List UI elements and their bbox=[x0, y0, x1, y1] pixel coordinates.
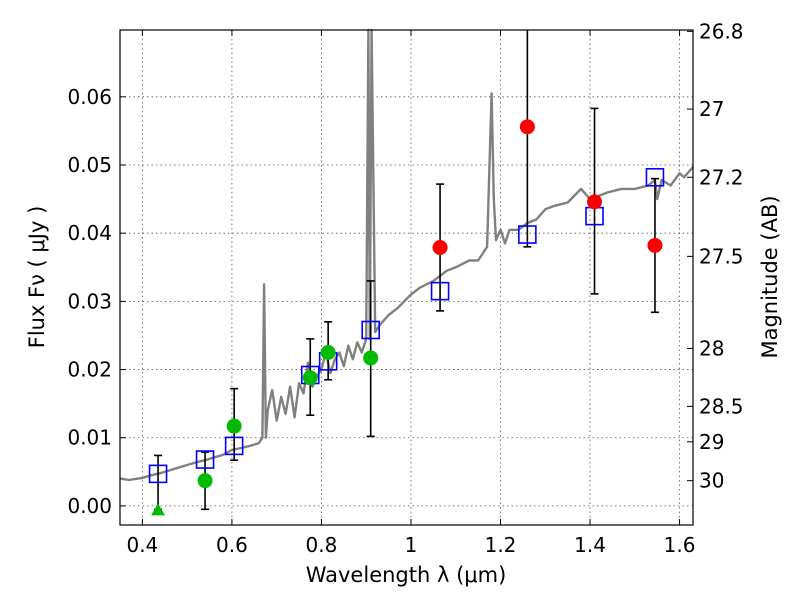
axis-ticks: 0.4 0.6 0.8 1 1.2 1.4 1.6 0.00 0.01 0.02 0.03 0.04 0… bbox=[67, 19, 743, 557]
y-tick-label: 0.04 bbox=[67, 221, 112, 245]
model-sed-layer bbox=[119, 28, 694, 482]
y-tick-label: 0.00 bbox=[67, 494, 112, 518]
right-tick-label: 27 bbox=[699, 97, 724, 121]
observed-flux-point bbox=[363, 350, 379, 366]
model-photometry-square bbox=[148, 464, 168, 484]
x-tick-label: 1.4 bbox=[574, 533, 606, 557]
observed-flux-point bbox=[432, 240, 448, 255]
right-tick-label: 28.5 bbox=[699, 394, 744, 418]
y-axis-right-title: Magnitude (AB) bbox=[758, 195, 782, 358]
x-tick-label: 0.6 bbox=[216, 533, 248, 557]
x-tick-label: 0.4 bbox=[126, 533, 158, 557]
x-axis-title: Wavelength λ (μm) bbox=[306, 563, 507, 587]
plot-area bbox=[120, 30, 693, 525]
y-axis-title: Flux Fν ( μJy ) bbox=[25, 206, 49, 349]
y-tick-label: 0.06 bbox=[67, 85, 112, 109]
x-tick-label: 1.2 bbox=[485, 533, 517, 557]
y-tick-label: 0.03 bbox=[67, 289, 112, 313]
right-tick-label: 28 bbox=[699, 336, 724, 360]
observed-flux-point bbox=[320, 345, 336, 360]
right-tick-label: 30 bbox=[699, 469, 724, 493]
model-sed-line bbox=[119, 28, 694, 482]
right-tick-label: 29 bbox=[699, 430, 724, 454]
y-tick-label: 0.01 bbox=[67, 426, 112, 450]
observed-flux-point bbox=[519, 119, 535, 135]
model-photometry-square bbox=[195, 450, 215, 469]
model-photometry-square bbox=[224, 436, 244, 456]
observed-flux-point bbox=[302, 370, 318, 386]
model-photometry-square bbox=[361, 320, 380, 340]
model-photometry-square bbox=[645, 167, 665, 187]
right-tick-label: 27.5 bbox=[699, 244, 744, 268]
gridlines bbox=[120, 30, 693, 525]
markers-layer bbox=[148, 119, 665, 516]
y-tick-label: 0.02 bbox=[67, 358, 112, 382]
right-tick-label: 27.2 bbox=[699, 165, 744, 189]
observed-flux-point bbox=[226, 418, 242, 434]
plot-frame bbox=[119, 29, 694, 526]
x-tick-label: 0.8 bbox=[306, 533, 338, 557]
observed-flux-point bbox=[197, 473, 213, 489]
x-tick-label: 1 bbox=[405, 533, 418, 557]
y-tick-label: 0.05 bbox=[67, 153, 112, 177]
observed-flux-point bbox=[587, 194, 603, 210]
observed-flux-point bbox=[647, 237, 663, 253]
x-tick-label: 1.6 bbox=[664, 533, 696, 557]
upper-limit-triangle bbox=[151, 503, 166, 516]
right-tick-label: 26.8 bbox=[699, 19, 744, 43]
model-photometry-square bbox=[430, 281, 450, 301]
model-photometry-square bbox=[518, 225, 537, 244]
